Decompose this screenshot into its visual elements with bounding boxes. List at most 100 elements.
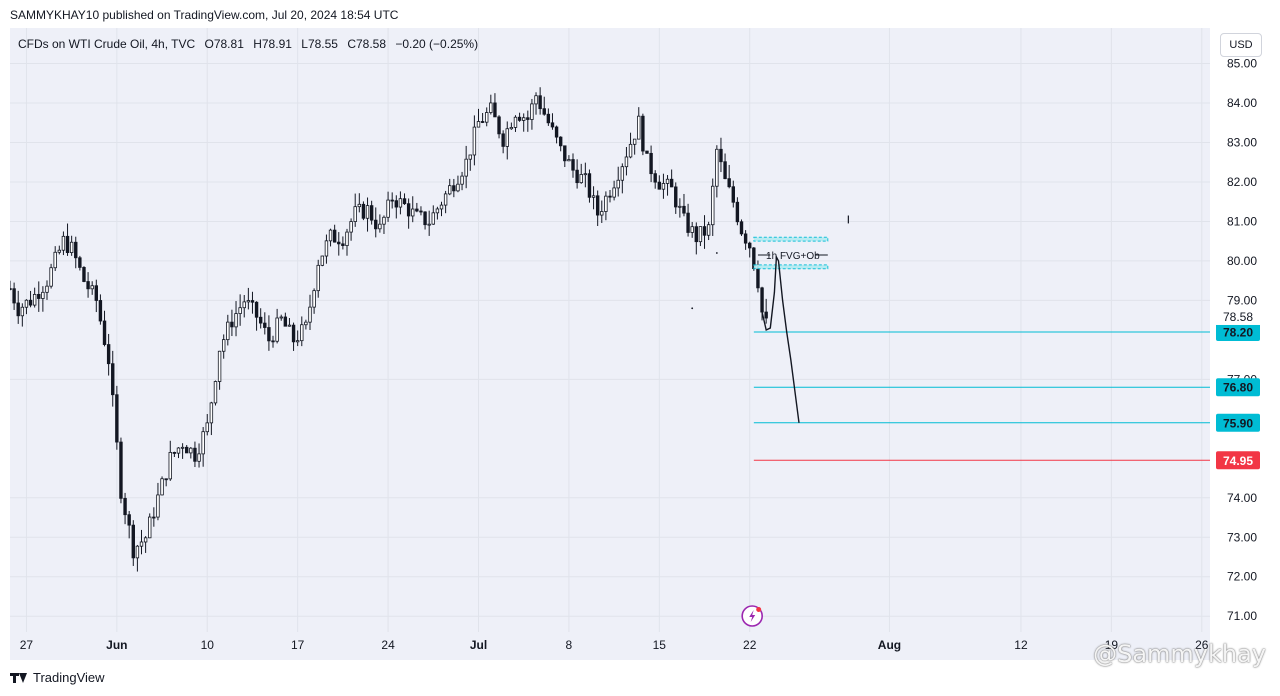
candle-body (600, 211, 604, 216)
price-axis[interactable] (1210, 28, 1270, 660)
time-tick-label: 19 (1105, 638, 1119, 652)
candle-body (460, 175, 464, 185)
candle-body (20, 306, 25, 317)
candle-body (591, 195, 596, 198)
candle-body (246, 300, 251, 303)
price-tick-label: 74.00 (1227, 491, 1257, 505)
candle-body (669, 178, 674, 188)
time-tick-label: 27 (20, 638, 34, 652)
candle-body (312, 290, 316, 308)
chart-panel[interactable]: 85.0084.0083.0082.0081.0080.0079.0077.00… (10, 28, 1270, 660)
candle-body (238, 307, 242, 314)
legend-change: −0.20 (−0.25%) (395, 37, 479, 51)
fvg-zone[interactable] (753, 236, 829, 242)
price-tick-label: 80.00 (1227, 254, 1257, 268)
candle-body (571, 159, 575, 171)
legend-close: C78.58 (347, 37, 387, 51)
candle-body (501, 133, 505, 147)
projection-path[interactable] (761, 254, 800, 423)
candle-body (111, 363, 115, 396)
candle-body (250, 300, 255, 303)
level-price-label: 75.90 (1223, 416, 1253, 430)
currency-button[interactable]: USD (1220, 33, 1262, 57)
candle-body (345, 231, 349, 246)
time-tick-label: 26 (1195, 638, 1209, 652)
level-price-tag (1216, 378, 1260, 397)
time-tick-label: 24 (381, 638, 395, 652)
candle-body (217, 350, 222, 382)
candle-body (538, 95, 542, 110)
candle-body (661, 183, 666, 190)
price-chart[interactable]: 85.0084.0083.0082.0081.0080.0079.0077.00… (10, 28, 1270, 660)
candle-body (731, 186, 735, 203)
candle-body (82, 267, 86, 282)
price-tick-label: 82.00 (1227, 175, 1257, 189)
candle-body (185, 446, 189, 454)
candle-body (275, 317, 279, 342)
candle-body (427, 223, 431, 226)
candle-body (160, 478, 164, 496)
candle-body (456, 183, 460, 192)
current-price-label: 78.58 (1223, 310, 1253, 324)
time-tick-label: 12 (1014, 638, 1028, 652)
candle-body (526, 117, 530, 120)
candle-body (423, 211, 427, 226)
legend-open: O78.81 (204, 37, 244, 51)
tradingview-logo[interactable]: TradingView (10, 670, 105, 685)
level-price-label: 78.20 (1223, 325, 1253, 339)
candle-body (497, 116, 501, 135)
candle-body (739, 221, 744, 235)
plot-area[interactable] (10, 28, 1210, 632)
candle-body (517, 116, 522, 121)
candle-body (57, 249, 62, 253)
candle-body (756, 268, 760, 289)
candle-body (61, 235, 66, 251)
candle-body (127, 514, 131, 526)
candle-body (374, 219, 378, 230)
candle-body (308, 306, 312, 323)
time-axis[interactable] (10, 632, 1210, 660)
candle-body (234, 313, 238, 328)
candle-body (271, 340, 275, 343)
candle-body (435, 208, 440, 214)
candle-body (649, 152, 653, 175)
candle-body (727, 178, 731, 188)
candle-body (94, 285, 99, 301)
candle-body (65, 235, 70, 253)
tradingview-brand: TradingView (33, 670, 105, 685)
legend-symbol[interactable]: CFDs on WTI Crude Oil, 4h, TVC (18, 37, 196, 51)
candle-body (10, 288, 12, 290)
candle-body (612, 187, 616, 198)
candle-body (131, 524, 135, 559)
time-tick-label: 8 (566, 638, 573, 652)
candle-body (353, 206, 357, 222)
candle-body (102, 320, 107, 345)
candle-body (415, 208, 419, 212)
candle-body (267, 327, 271, 342)
candle-body (443, 193, 448, 206)
candle-body (583, 173, 588, 176)
price-tick-label: 79.00 (1227, 293, 1257, 307)
fvg-zone[interactable] (753, 264, 829, 270)
candle-body (213, 381, 218, 404)
candle-body (341, 243, 345, 246)
candle-body (702, 226, 707, 236)
candle-body (74, 241, 78, 259)
fvg-annotation-label[interactable]: 1h FVG+Ob (766, 251, 820, 262)
candle-body (197, 453, 201, 462)
candle-body (620, 166, 625, 181)
candle-body (205, 422, 209, 433)
candle-body (242, 301, 246, 309)
candle-body (176, 447, 181, 454)
candle-body (748, 242, 752, 249)
candle-body (448, 185, 452, 195)
candle-body (735, 201, 740, 223)
candle-body (86, 281, 90, 290)
candle-body (320, 255, 325, 266)
candle-body (476, 121, 481, 128)
stray-dot (715, 252, 718, 254)
legend-low: L78.55 (301, 37, 338, 51)
candle-body (604, 195, 608, 212)
candle-body (439, 204, 444, 210)
level-price-label: 74.95 (1223, 454, 1253, 468)
